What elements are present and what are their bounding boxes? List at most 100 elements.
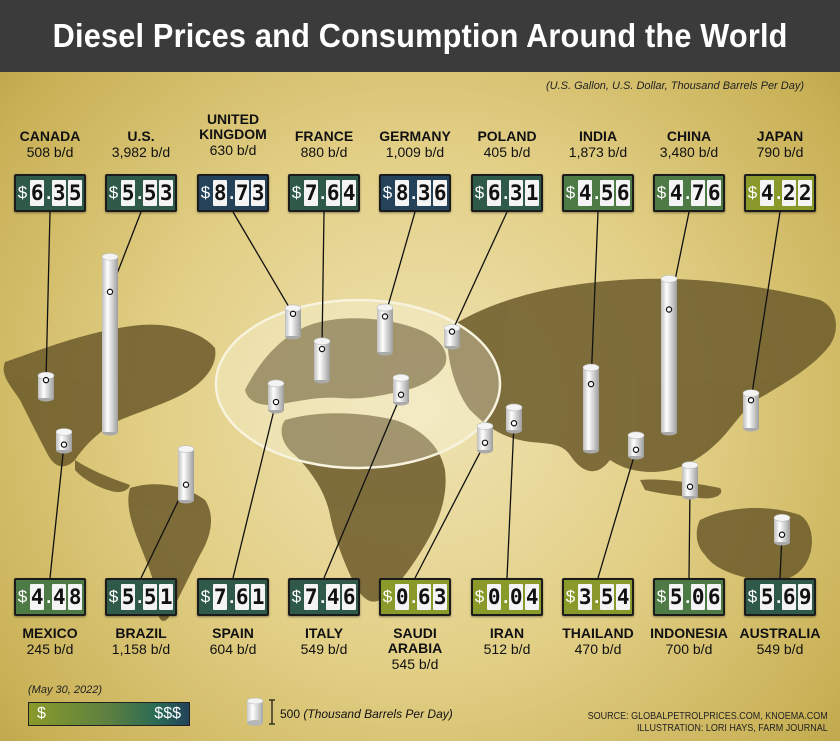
price-digit: 6: [417, 584, 432, 610]
consumption-cylinder: [284, 304, 302, 340]
country-label: SAUDI ARABIA 545 b/d: [365, 626, 465, 673]
dollar-sign: $: [565, 183, 576, 202]
legend-cylinder-value: 500: [280, 707, 301, 721]
price-sign: $5. 5 3: [105, 174, 177, 212]
price-digit: 5: [68, 180, 83, 206]
leader-dot: [289, 310, 297, 318]
country-label: UNITED KINGDOM 630 b/d: [183, 112, 283, 159]
price-digit: 3: [52, 180, 67, 206]
legend-cylinder-icon: [246, 697, 275, 726]
price-digit: 8: [213, 180, 228, 206]
leader-line: [597, 449, 637, 579]
illustration-credit: ILLUSTRATION: LORI HAYS, FARM JOURNAL: [637, 723, 828, 734]
price-digit: 5: [143, 584, 158, 610]
country-name: U.S.: [127, 128, 155, 144]
consumption-value: 700 b/d: [665, 641, 713, 657]
price-digit: 7: [235, 180, 250, 206]
leader-dot: [42, 376, 50, 384]
dollar-sign: $: [474, 587, 485, 606]
country-label: POLAND 405 b/d: [457, 129, 557, 161]
country-name: SAUDI ARABIA: [387, 625, 443, 656]
country-label: JAPAN 790 b/d: [730, 129, 830, 161]
dollar-sign: $: [382, 183, 393, 202]
leader-dot: [665, 306, 673, 313]
country-name: GERMANY: [379, 128, 451, 144]
price-digit: 3: [251, 180, 266, 206]
leader-line: [49, 444, 65, 579]
dollar-sign: $: [108, 587, 119, 606]
country-label: GERMANY 1,009 b/d: [365, 129, 465, 161]
leader-line: [590, 211, 599, 385]
price-digit: 5: [600, 180, 615, 206]
consumption-cylinder: [392, 374, 410, 406]
price-sign: $0. 0 4: [471, 578, 543, 616]
source-line: SOURCE: GLOBALPETROLPRICES.COM, KNOEMA.C…: [587, 711, 828, 722]
price-digit: 4: [326, 584, 341, 610]
price-digit: 0: [395, 584, 410, 610]
price-sign: $5. 0 6: [653, 578, 725, 616]
consumption-value: 3,982 b/d: [111, 144, 171, 160]
consumption-cylinder: [476, 422, 494, 454]
country-name: CHINA: [666, 128, 712, 144]
consumption-value: 508 b/d: [26, 144, 74, 160]
leader-line: [451, 211, 508, 332]
price-digit: 5: [760, 584, 775, 610]
dollar-sign: $: [565, 587, 576, 606]
price-digit: 4: [669, 180, 684, 206]
price-digit: 7: [213, 584, 228, 610]
consumption-value: 549 b/d: [756, 641, 804, 657]
price-sign: $0. 6 3: [379, 578, 451, 616]
consumption-cylinder: [505, 403, 523, 434]
consumption-cylinder: [55, 428, 73, 454]
price-digit: 0: [487, 584, 502, 610]
consumption-value: 790 b/d: [756, 144, 804, 160]
price-decimal: .: [320, 586, 326, 607]
price-digit: 5: [143, 180, 158, 206]
price-digit: 6: [707, 180, 722, 206]
leader-line: [232, 401, 277, 579]
price-digit: 5: [121, 180, 136, 206]
price-decimal: .: [137, 182, 143, 203]
source-credit: SOURCE: GLOBALPETROLPRICES.COM, KNOEMA.C…: [588, 711, 828, 735]
price-decimal: .: [685, 182, 691, 203]
price-decimal: .: [46, 586, 52, 607]
consumption-value: 3,480 b/d: [659, 144, 719, 160]
price-sign: $6. 3 1: [471, 174, 543, 212]
consumption-cylinder: [742, 389, 760, 432]
dollar-sign: $: [747, 183, 758, 202]
consumption-value: 1,873 b/d: [568, 144, 628, 160]
price-sign: $5. 6 9: [744, 578, 816, 616]
leader-line: [45, 211, 51, 381]
price-digit: 9: [798, 584, 813, 610]
price-digit: 8: [395, 180, 410, 206]
country-label: ITALY 549 b/d: [274, 626, 374, 658]
price-digit: 2: [782, 180, 797, 206]
consumption-cylinder: [773, 514, 791, 546]
country-name: POLAND: [477, 128, 537, 144]
leader-dot: [60, 441, 68, 448]
price-decimal: .: [776, 182, 782, 203]
consumption-value: 880 b/d: [300, 144, 348, 160]
leader-dot: [272, 398, 280, 406]
dollar-sign: $: [291, 587, 302, 606]
country-name: ITALY: [304, 625, 344, 641]
leader-dot: [632, 446, 640, 453]
price-decimal: .: [229, 182, 235, 203]
country-label: CANADA 508 b/d: [0, 129, 100, 161]
consumption-value: 512 b/d: [483, 641, 531, 657]
leader-line: [506, 423, 515, 579]
leader-dot: [778, 531, 786, 538]
leader-dot: [510, 420, 518, 427]
price-digit: 6: [342, 584, 357, 610]
price-decimal: .: [229, 586, 235, 607]
price-digit: 5: [121, 584, 136, 610]
consumption-cylinder: [267, 379, 285, 414]
consumption-value: 604 b/d: [209, 641, 257, 657]
consumption-value: 470 b/d: [574, 641, 622, 657]
leader-dot: [318, 345, 326, 353]
price-sign: $6. 3 5: [14, 174, 86, 212]
leader-line: [414, 442, 486, 579]
price-decimal: .: [503, 182, 509, 203]
consumption-cylinder: [177, 445, 195, 504]
consumption-value: 549 b/d: [300, 641, 348, 657]
